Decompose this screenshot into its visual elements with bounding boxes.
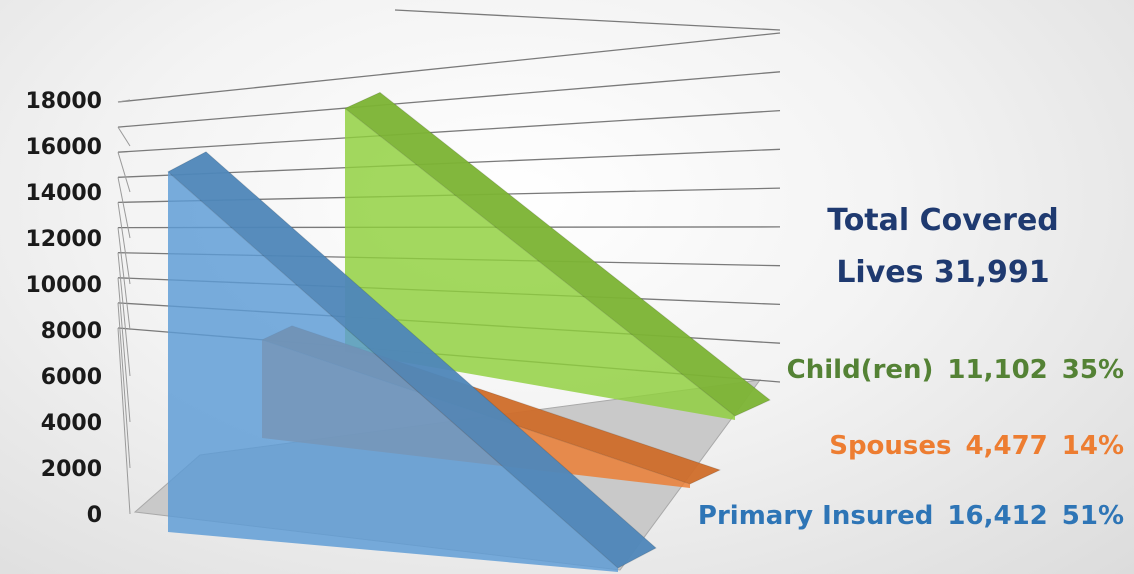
side-gridline bbox=[117, 177, 131, 239]
y-tick-label: 10000 bbox=[25, 273, 102, 298]
gridline bbox=[117, 71, 781, 128]
side-gridline bbox=[117, 227, 131, 331]
side-gridline bbox=[117, 302, 131, 469]
series-top-shade bbox=[345, 92, 770, 417]
legend-series-percent: 35% bbox=[1062, 355, 1124, 385]
side-gridline bbox=[117, 152, 131, 193]
total-covered-line2: Lives 31,991 bbox=[836, 255, 1049, 290]
legend-series-value: 16,412 bbox=[947, 501, 1047, 531]
y-tick-label: 2000 bbox=[41, 457, 102, 482]
side-gridline bbox=[117, 277, 131, 423]
legend-series-value: 11,102 bbox=[947, 355, 1047, 385]
side-gridline bbox=[117, 126, 131, 147]
y-tick-label: 14000 bbox=[25, 181, 102, 206]
total-covered-line1: Total Covered bbox=[827, 203, 1059, 238]
side-gridline bbox=[117, 99, 131, 103]
series-legend: Child(ren) 11,102 35% Spouses 4,477 14% Primar… bbox=[698, 355, 1124, 531]
gridline bbox=[394, 9, 781, 31]
legend-series-value: 4,477 bbox=[966, 431, 1048, 461]
series-top-shade bbox=[168, 151, 656, 569]
y-tick-label: 18000 bbox=[25, 89, 102, 114]
legend-series-percent: 14% bbox=[1062, 431, 1124, 461]
series-front-face bbox=[168, 171, 618, 573]
side-gridline bbox=[117, 327, 131, 515]
series-top-face bbox=[344, 91, 771, 417]
y-tick-label: 8000 bbox=[41, 319, 102, 344]
gridline bbox=[117, 109, 781, 153]
legend-series-name: Primary Insured bbox=[698, 501, 934, 531]
legend-entry: Spouses 4,477 14% bbox=[829, 431, 1124, 461]
legend-entry: Child(ren) 11,102 35% bbox=[787, 355, 1124, 385]
legend-series-percent: 51% bbox=[1062, 501, 1124, 531]
y-tick-label: 6000 bbox=[41, 365, 102, 390]
legend-entry: Primary Insured 16,412 51% bbox=[698, 501, 1124, 531]
series-shapes bbox=[167, 91, 771, 573]
y-tick-label: 4000 bbox=[41, 411, 102, 436]
side-gridline bbox=[117, 252, 131, 377]
y-tick-label: 16000 bbox=[25, 135, 102, 160]
side-gridline bbox=[117, 202, 131, 285]
series-top-face bbox=[167, 151, 657, 569]
series-front-face bbox=[345, 108, 735, 421]
y-axis-ticks: 0 2000 4000 6000 8000 10000 12000 14000 16000 180… bbox=[25, 89, 102, 528]
legend-series-name: Child(ren) bbox=[787, 355, 934, 385]
y-tick-label: 0 bbox=[87, 503, 102, 528]
gridline bbox=[117, 32, 781, 103]
legend-series-name: Spouses bbox=[829, 431, 951, 461]
y-tick-label: 12000 bbox=[25, 227, 102, 252]
